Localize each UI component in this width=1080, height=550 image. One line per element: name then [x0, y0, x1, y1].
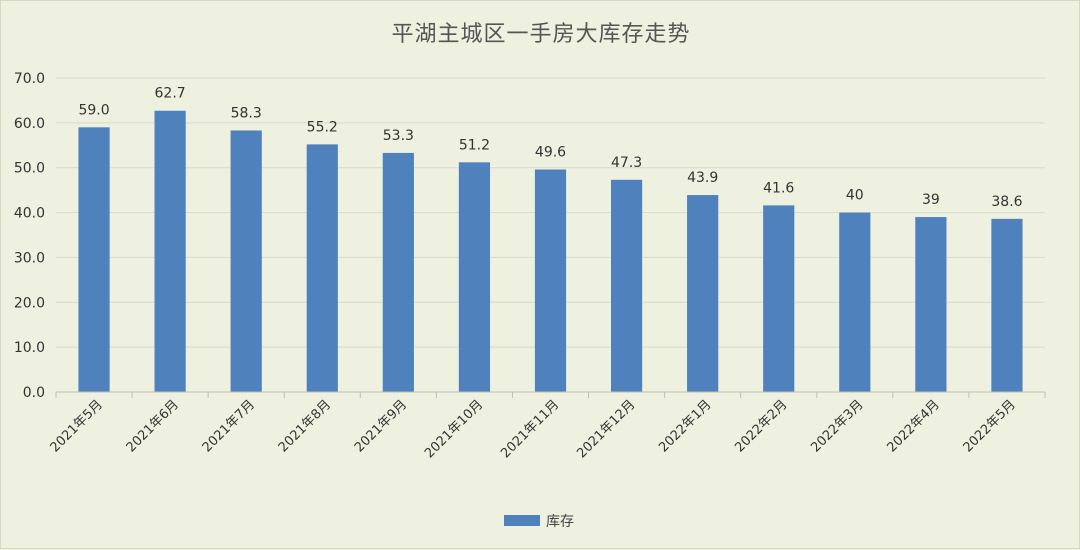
bar — [154, 110, 186, 392]
y-tick-label: 60.0 — [14, 116, 45, 132]
legend: 库存 — [504, 514, 574, 530]
data-label: 47.3 — [611, 155, 642, 171]
bar — [915, 217, 947, 392]
bar — [991, 218, 1023, 392]
x-tick-label: 2021年9月 — [352, 397, 410, 455]
y-tick-label: 40.0 — [14, 206, 45, 222]
x-tick-label: 2021年10月 — [422, 397, 486, 461]
data-label: 51.2 — [459, 137, 490, 153]
y-axis: 0.0 10.0 20.0 30.0 40.0 50.0 60.0 70.0 — [14, 71, 45, 401]
data-label: 41.6 — [763, 180, 794, 196]
x-tick-label: 2022年3月 — [808, 397, 866, 455]
bar — [763, 205, 795, 392]
x-tick-label: 2021年12月 — [574, 397, 638, 461]
data-label: 58.3 — [231, 105, 262, 121]
bar — [78, 127, 110, 392]
data-label: 59.0 — [78, 102, 109, 118]
x-tick-label: 2021年5月 — [48, 397, 106, 455]
y-tick-label: 30.0 — [14, 250, 45, 266]
legend-swatch — [504, 515, 540, 526]
data-label: 43.9 — [687, 170, 718, 186]
bar — [687, 195, 719, 392]
x-tick-label: 2022年4月 — [884, 397, 942, 455]
x-tick-label: 2022年1月 — [656, 397, 714, 455]
data-label: 40 — [846, 188, 864, 204]
y-tick-label: 50.0 — [14, 161, 45, 177]
x-tick-label: 2021年6月 — [124, 397, 182, 455]
data-label: 39 — [922, 192, 940, 208]
x-tick-label: 2022年5月 — [961, 397, 1019, 455]
x-axis: 2021年5月 2021年6月 2021年7月 2021年8月 2021年9月 2021年… — [48, 391, 1046, 461]
data-label: 38.6 — [991, 194, 1022, 210]
x-tick-label: 2021年8月 — [276, 397, 334, 455]
x-tick-label: 2021年7月 — [200, 397, 258, 455]
x-tick-label: 2021年11月 — [498, 397, 562, 461]
data-label: 55.2 — [307, 119, 338, 135]
x-tick-label: 2022年2月 — [732, 397, 790, 455]
data-label: 49.6 — [535, 145, 566, 161]
bar — [306, 144, 338, 392]
y-tick-label: 70.0 — [14, 71, 45, 87]
data-label: 62.7 — [155, 86, 186, 102]
bar — [839, 212, 871, 392]
y-tick-label: 20.0 — [14, 295, 45, 311]
bars: 59.0 62.7 58.3 55.2 53.3 51.2 49.6 47.3 43.9 41.6… — [78, 86, 1023, 393]
bar — [382, 152, 414, 392]
bar — [610, 179, 643, 392]
chart-title: 平湖主城区一手房大库存走势 — [391, 22, 690, 47]
bar — [534, 169, 567, 392]
data-label: 53.3 — [383, 128, 414, 144]
legend-label: 库存 — [546, 514, 574, 530]
y-tick-label: 0.0 — [23, 385, 45, 401]
bar — [230, 130, 262, 393]
y-tick-label: 10.0 — [14, 340, 45, 356]
bar — [458, 162, 491, 392]
